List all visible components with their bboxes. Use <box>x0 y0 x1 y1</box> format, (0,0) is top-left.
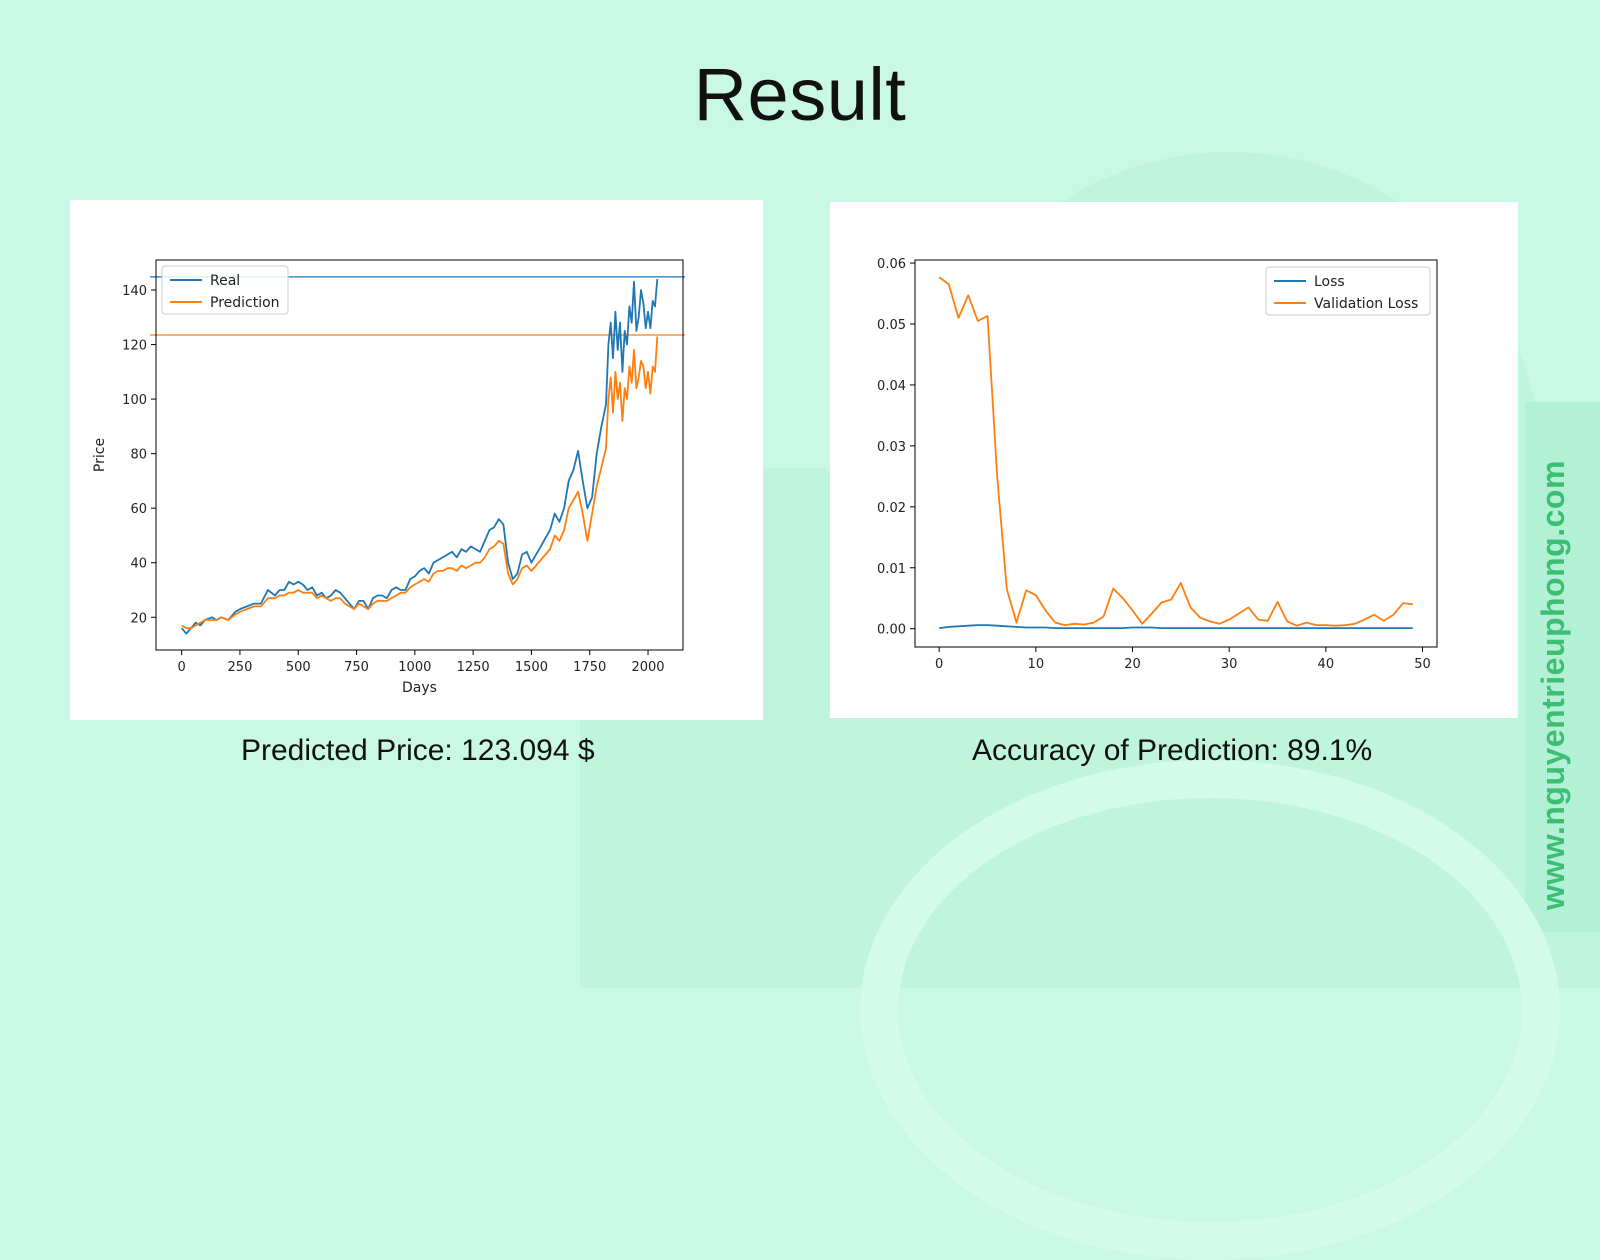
loss-chart-panel: 0 10 20 30 40 50 0.00 0.01 0.02 0.03 0.04 0.05 0.06 L… <box>830 202 1518 718</box>
x-tick-label: 10 <box>1028 657 1045 672</box>
y-tick-label: 100 <box>122 393 147 408</box>
y-tick-label: 120 <box>122 339 147 354</box>
y-tick-label: 0.06 <box>877 257 906 272</box>
price-chart-panel: 0 250 500 750 1000 1250 1500 1750 2000 20 40 60 80 10… <box>70 200 763 720</box>
y-tick-label: 0.03 <box>877 440 906 455</box>
x-tick-label: 250 <box>228 660 253 675</box>
predicted-price-caption: Predicted Price: 123.094 $ <box>241 734 595 767</box>
y-tick-label: 20 <box>130 611 147 626</box>
y-tick-label: 40 <box>130 557 147 572</box>
x-tick-label: 30 <box>1221 657 1238 672</box>
x-tick-label: 2000 <box>631 660 664 675</box>
x-tick-label: 750 <box>344 660 369 675</box>
legend-box <box>1265 266 1431 316</box>
x-axis-label: Days <box>402 680 437 696</box>
x-tick-label: 1250 <box>457 660 490 675</box>
x-tick-label: 500 <box>286 660 311 675</box>
y-axis-label: Price <box>92 438 108 472</box>
x-tick-label: 1750 <box>573 660 606 675</box>
plot-frame <box>155 259 684 651</box>
background-ring <box>860 760 1560 1260</box>
x-tick-label: 1000 <box>398 660 431 675</box>
y-tick-label: 60 <box>130 502 147 517</box>
y-tick-label: 0.05 <box>877 318 906 333</box>
loss-chart: 0 10 20 30 40 50 0.00 0.01 0.02 0.03 0.04 0.05 0.06 L… <box>877 257 1438 672</box>
x-tick-label: 0 <box>935 657 943 672</box>
price-chart: 0 250 500 750 1000 1250 1500 1750 2000 20 40 60 80 10… <box>92 259 685 696</box>
x-tick-label: 50 <box>1414 657 1431 672</box>
legend-label: Validation Loss <box>1314 296 1418 312</box>
legend-label: Prediction <box>210 295 280 311</box>
website-watermark: www.nguyentrieuphong.com <box>1535 460 1571 910</box>
y-tick-label: 0.01 <box>877 562 906 577</box>
y-tick-label: 0.04 <box>877 379 906 394</box>
series-line-loss <box>939 624 1413 630</box>
x-tick-label: 1500 <box>515 660 548 675</box>
y-tick-label: 0.00 <box>877 623 906 638</box>
x-tick-label: 0 <box>178 660 186 675</box>
y-tick-label: 0.02 <box>877 501 906 516</box>
x-tick-label: 20 <box>1124 657 1141 672</box>
page-title: Result <box>693 53 907 136</box>
legend-label: Loss <box>1314 274 1345 290</box>
series-line-prediction <box>181 336 659 630</box>
y-tick-label: 80 <box>130 448 147 463</box>
background-strip <box>1525 402 1600 932</box>
series-line-validation-loss <box>938 276 1413 627</box>
series-line-real <box>181 279 659 635</box>
x-tick-label: 40 <box>1318 657 1335 672</box>
legend-label: Real <box>210 273 240 289</box>
plot-frame <box>914 259 1438 648</box>
accuracy-caption: Accuracy of Prediction: 89.1% <box>972 734 1373 767</box>
y-tick-label: 140 <box>122 284 147 299</box>
